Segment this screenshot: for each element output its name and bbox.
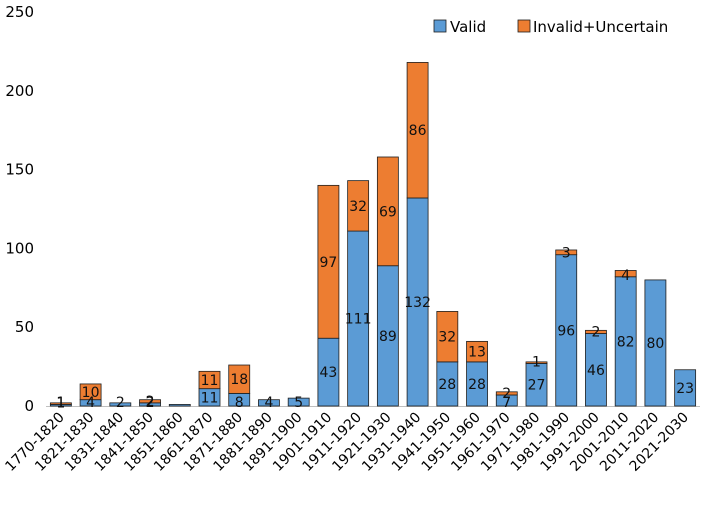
data-label-invalid: 32	[438, 330, 456, 346]
bar-valid-2011-2020	[644, 279, 667, 407]
x-axis: 1770-18201821-18301831-18401841-18501851…	[2, 406, 700, 475]
bar-invalid-1931-1940	[406, 62, 429, 199]
data-label-valid: 46	[587, 363, 605, 379]
bar-invalid-1911-1920	[347, 180, 370, 232]
y-tick-label: 100	[5, 239, 34, 257]
bar-invalid-1871-1880	[228, 364, 251, 394]
data-label-valid: 80	[646, 336, 664, 352]
legend-label-valid: Valid	[450, 18, 486, 36]
bar-valid-1831-1840	[109, 402, 132, 407]
bar-invalid-1821-1830	[79, 383, 102, 401]
bar-invalid-1991-2000	[585, 329, 607, 334]
data-label-invalid: 18	[230, 372, 248, 388]
data-label-invalid: 86	[409, 123, 427, 139]
bar-invalid-1861-1870	[198, 370, 221, 390]
y-tick-label: 0	[24, 397, 34, 415]
data-label-invalid: 97	[319, 255, 337, 271]
data-label-valid: 23	[676, 381, 694, 397]
bars	[49, 62, 697, 407]
legend-swatch-valid	[433, 19, 447, 33]
data-label-invalid: 1	[56, 395, 65, 411]
data-label-valid: 4	[264, 395, 273, 411]
data-label-valid: 5	[294, 395, 303, 411]
y-tick-label: 50	[15, 318, 34, 336]
data-label-valid: 96	[557, 323, 575, 339]
data-label-invalid: 32	[349, 199, 367, 215]
data-label-valid: 89	[379, 329, 397, 345]
data-label-invalid: 1	[532, 354, 541, 370]
legend: Valid Invalid+Uncertain	[433, 18, 668, 36]
y-axis: 0 50 100 150 200 250	[5, 3, 34, 415]
y-tick-label: 150	[5, 161, 34, 179]
data-label-invalid: 10	[82, 385, 100, 401]
bar-invalid-1901-1910	[317, 184, 340, 339]
bar-invalid-2001-2010	[614, 270, 637, 278]
data-label-invalid: 11	[201, 373, 219, 389]
data-label-valid: 82	[617, 334, 635, 350]
data-label-invalid: 3	[562, 246, 571, 262]
data-label-invalid: 2	[591, 325, 600, 341]
bar-invalid-1841-1850	[139, 399, 161, 404]
data-label-valid: 27	[528, 378, 546, 394]
data-label-valid: 1	[56, 395, 65, 411]
data-label-invalid: 13	[468, 345, 486, 361]
data-label-valid: 28	[438, 377, 456, 393]
legend-label-invalid: Invalid+Uncertain	[533, 18, 668, 36]
bar-valid-1881-1890	[258, 399, 280, 407]
data-label-valid: 7	[502, 395, 511, 411]
data-label-valid: 111	[345, 312, 372, 328]
bar-invalid-1941-1950	[436, 311, 459, 363]
bar-valid-2021-2030	[674, 369, 697, 407]
data-label-invalid: 4	[621, 268, 630, 284]
data-label-valid: 2	[146, 395, 155, 411]
y-tick-label: 200	[5, 82, 34, 100]
data-label-invalid: 2	[502, 386, 511, 402]
data-label-valid: 28	[468, 377, 486, 393]
data-label-valid: 8	[235, 395, 244, 411]
data-label-valid: 43	[319, 365, 337, 381]
bar-invalid-1961-1970	[495, 391, 518, 396]
bar-invalid-1951-1960	[466, 340, 488, 363]
y-tick-label: 250	[5, 3, 34, 21]
data-label-valid: 2	[116, 395, 125, 411]
bar-invalid-1981-1990	[555, 249, 578, 256]
bar-valid-1851-1860	[168, 404, 191, 407]
data-label-invalid: 2	[146, 394, 155, 410]
data-label-valid: 132	[404, 295, 431, 311]
data-label-invalid: 69	[379, 204, 397, 220]
legend-swatch-invalid	[517, 19, 531, 33]
bar-invalid-1921-1930	[376, 156, 399, 267]
bar-valid-1891-1900	[287, 397, 310, 407]
data-label-valid: 4	[86, 395, 95, 411]
bar-invalid-1770-1820	[49, 402, 72, 405]
bar-invalid-1971-1980	[525, 361, 548, 364]
data-label-valid: 11	[201, 390, 219, 406]
